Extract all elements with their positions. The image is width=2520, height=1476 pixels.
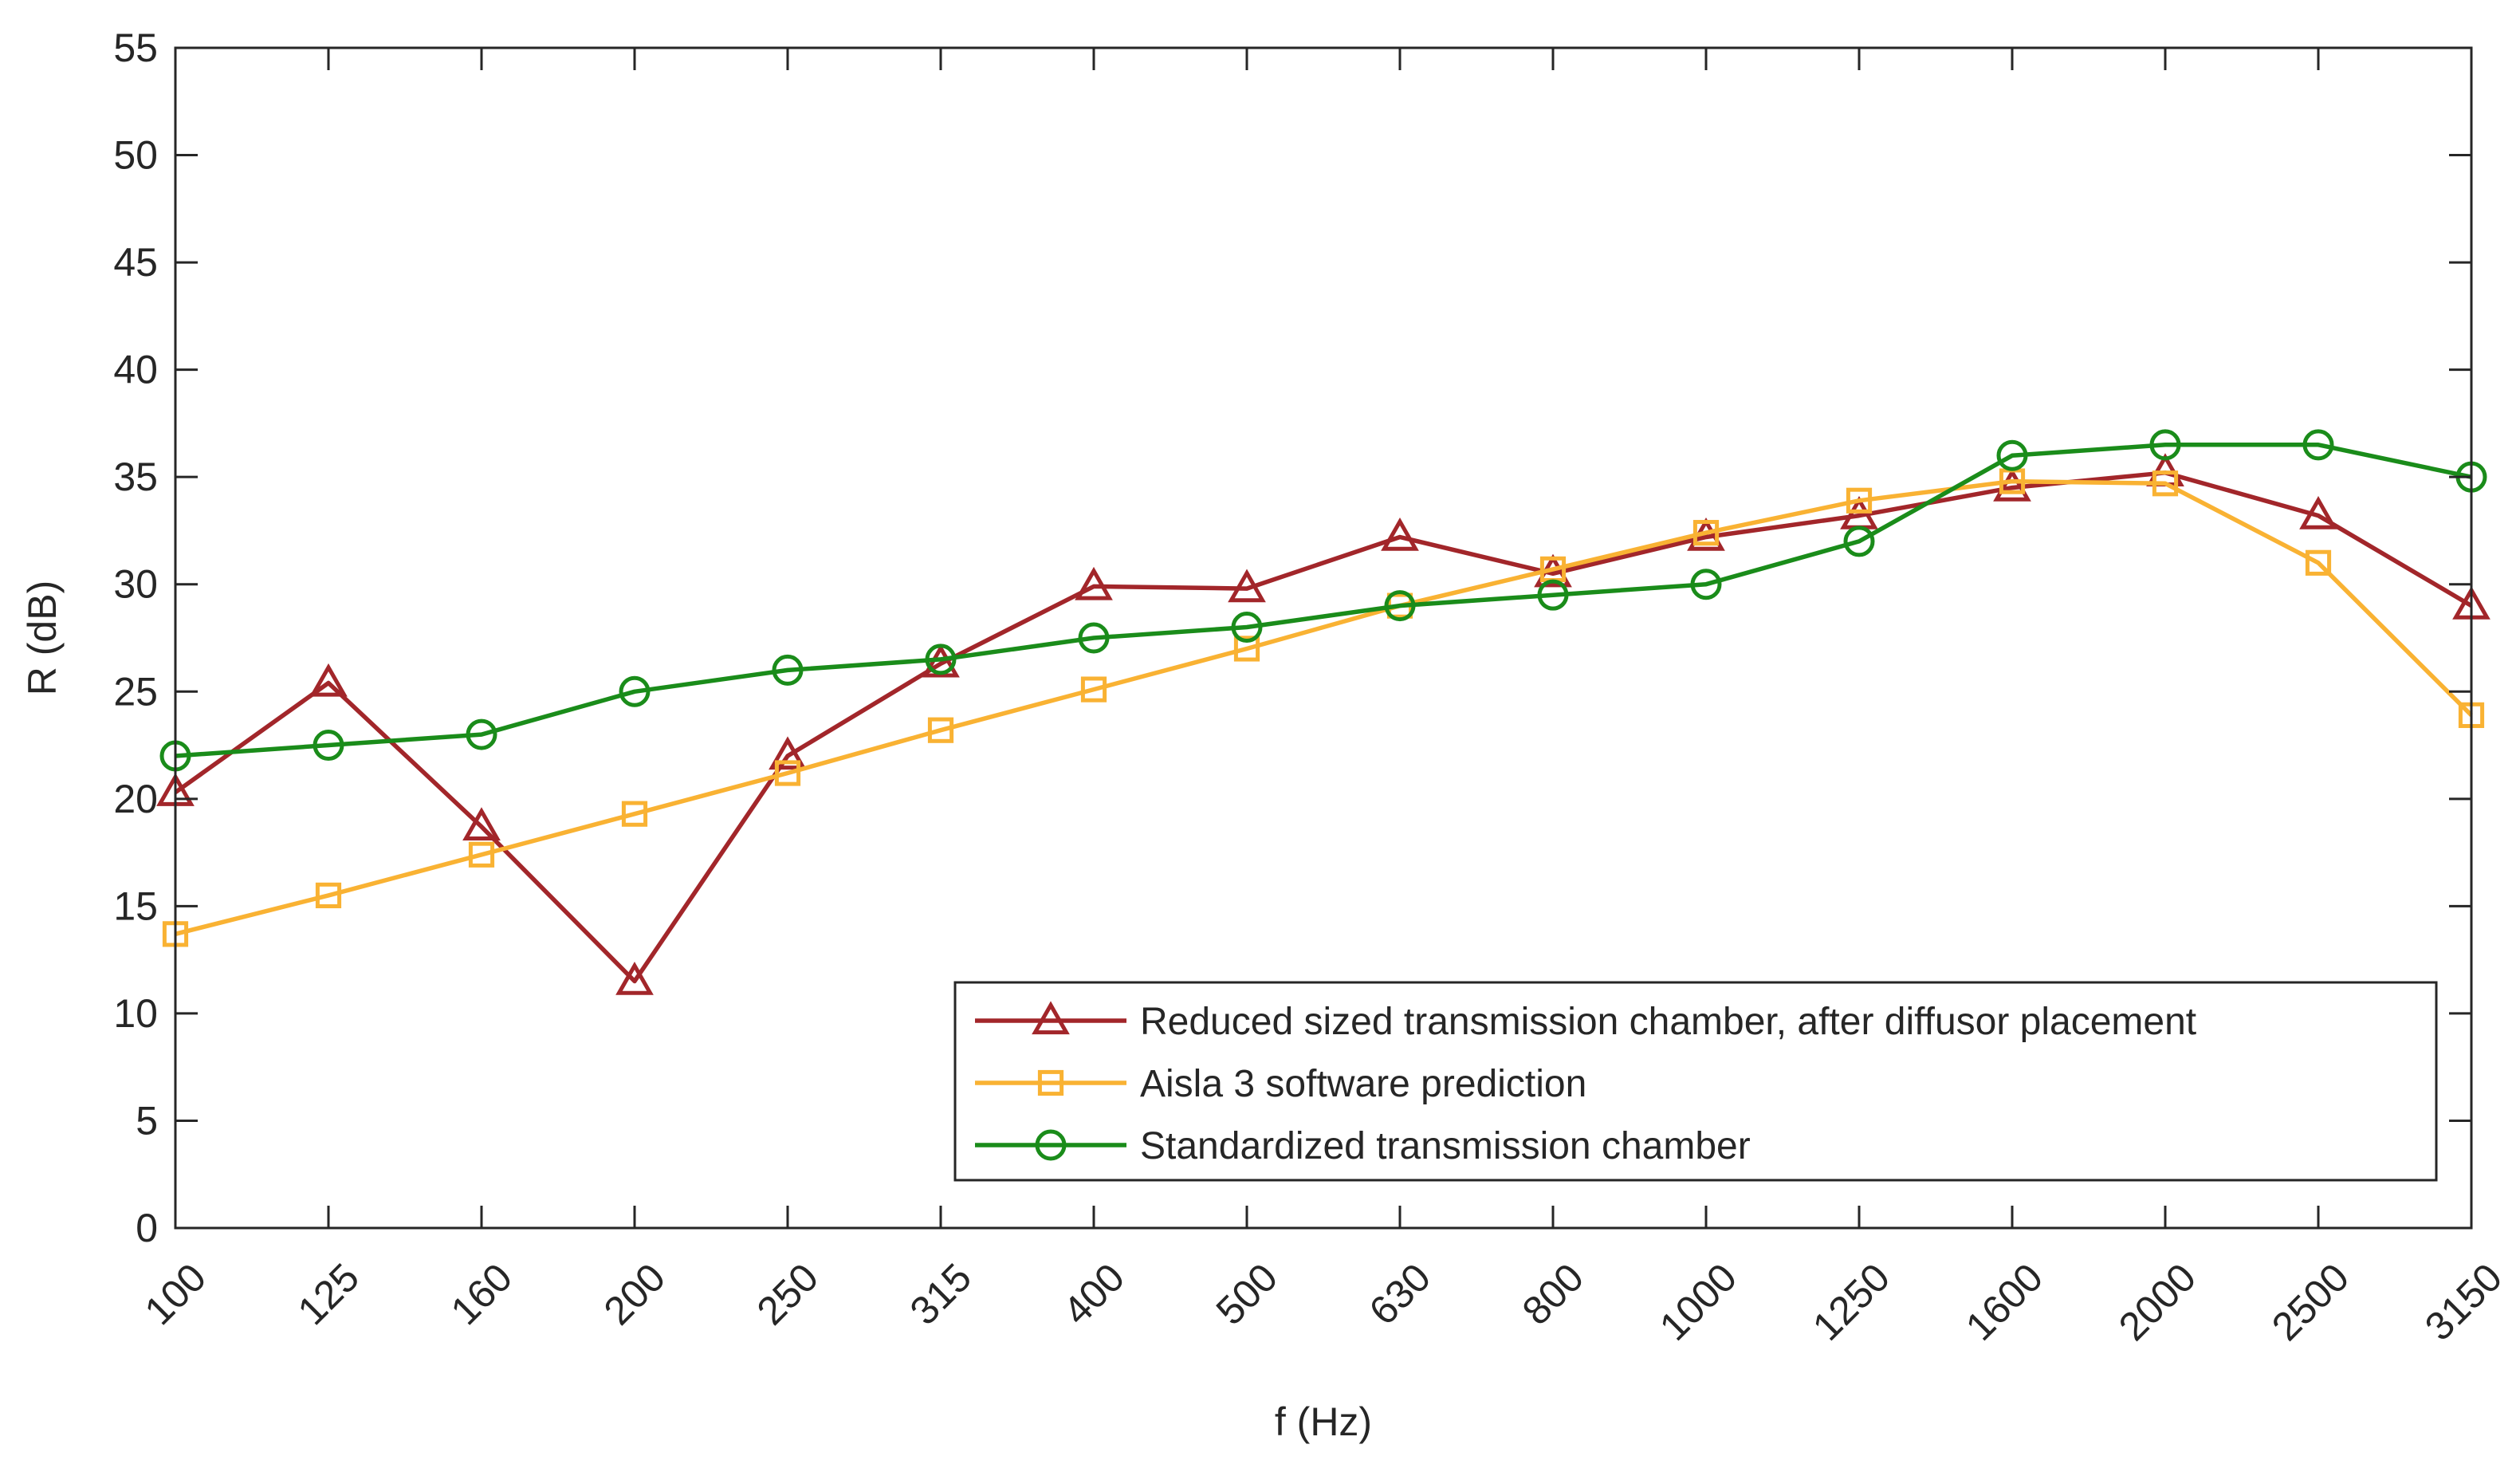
data-point xyxy=(1075,566,1113,600)
y-tick-label: 0 xyxy=(136,1206,158,1250)
data-point xyxy=(1233,636,1260,662)
legend-label: Reduced sized transmission chamber, afte… xyxy=(1140,1001,2196,1043)
data-point xyxy=(468,841,495,868)
data-point xyxy=(1381,517,1419,551)
data-point xyxy=(1690,569,1722,600)
data-point xyxy=(1384,590,1416,622)
data-point xyxy=(1692,520,1720,546)
y-tick-label: 25 xyxy=(113,669,158,714)
legend-item: Standardized transmission chamber xyxy=(975,1125,1751,1167)
data-point xyxy=(621,801,648,827)
legend-marker xyxy=(1035,1129,1067,1161)
data-point xyxy=(2299,496,2337,529)
data-point xyxy=(772,654,804,686)
data-point xyxy=(1846,487,1873,514)
data-point xyxy=(2302,429,2334,461)
legend-item: Aisla 3 software prediction xyxy=(975,1063,1586,1105)
data-point xyxy=(774,760,801,786)
data-point xyxy=(1537,579,1569,611)
legend-marker xyxy=(1037,1069,1064,1096)
data-point xyxy=(769,736,807,770)
data-point xyxy=(1228,569,1266,603)
y-tick-label: 45 xyxy=(113,240,158,285)
y-tick-label: 50 xyxy=(113,133,158,178)
series-line xyxy=(175,478,2473,936)
data-point xyxy=(2152,470,2179,497)
data-point xyxy=(2149,429,2181,461)
series-line xyxy=(175,443,2472,758)
y-tick-label: 10 xyxy=(113,991,158,1036)
plot-frame xyxy=(174,46,2473,1230)
data-point xyxy=(1231,612,1263,644)
legend-marker xyxy=(1032,1001,1070,1035)
data-point xyxy=(315,882,342,909)
y-tick-label: 15 xyxy=(113,884,158,928)
data-point xyxy=(1080,676,1107,703)
y-tick-label: 35 xyxy=(113,455,158,499)
series-3 xyxy=(159,429,2487,772)
data-point xyxy=(927,717,954,743)
data-point xyxy=(1993,468,2031,502)
legend-item: Reduced sized transmission chamber, afte… xyxy=(975,1001,2196,1043)
y-tick-label: 40 xyxy=(113,348,158,392)
data-point xyxy=(2305,549,2332,576)
y-tick-label: 55 xyxy=(113,26,158,70)
data-point xyxy=(462,807,501,840)
y-axis-title: R (dB) xyxy=(20,581,65,695)
x-axis-title: f (Hz) xyxy=(1275,1399,1372,1444)
y-tick-label: 30 xyxy=(113,562,158,607)
legend: Reduced sized transmission chamber, afte… xyxy=(953,981,2438,1182)
legend-label: Aisla 3 software prediction xyxy=(1140,1063,1586,1105)
legend-label: Standardized transmission chamber xyxy=(1140,1125,1751,1167)
series-layer xyxy=(156,429,2491,995)
data-point xyxy=(925,644,957,675)
data-point xyxy=(615,961,654,995)
data-point xyxy=(1996,439,2028,471)
data-point xyxy=(313,730,344,762)
y-tick-label: 5 xyxy=(136,1098,158,1143)
data-point xyxy=(466,718,497,750)
data-point xyxy=(619,675,651,707)
data-point xyxy=(1843,525,1875,557)
data-point xyxy=(1078,622,1110,654)
legend-box xyxy=(953,981,2438,1182)
data-point xyxy=(309,663,348,697)
y-tick-label: 20 xyxy=(113,777,158,821)
